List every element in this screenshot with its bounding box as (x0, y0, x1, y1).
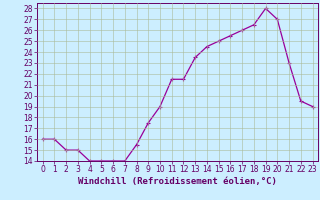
X-axis label: Windchill (Refroidissement éolien,°C): Windchill (Refroidissement éolien,°C) (78, 177, 277, 186)
